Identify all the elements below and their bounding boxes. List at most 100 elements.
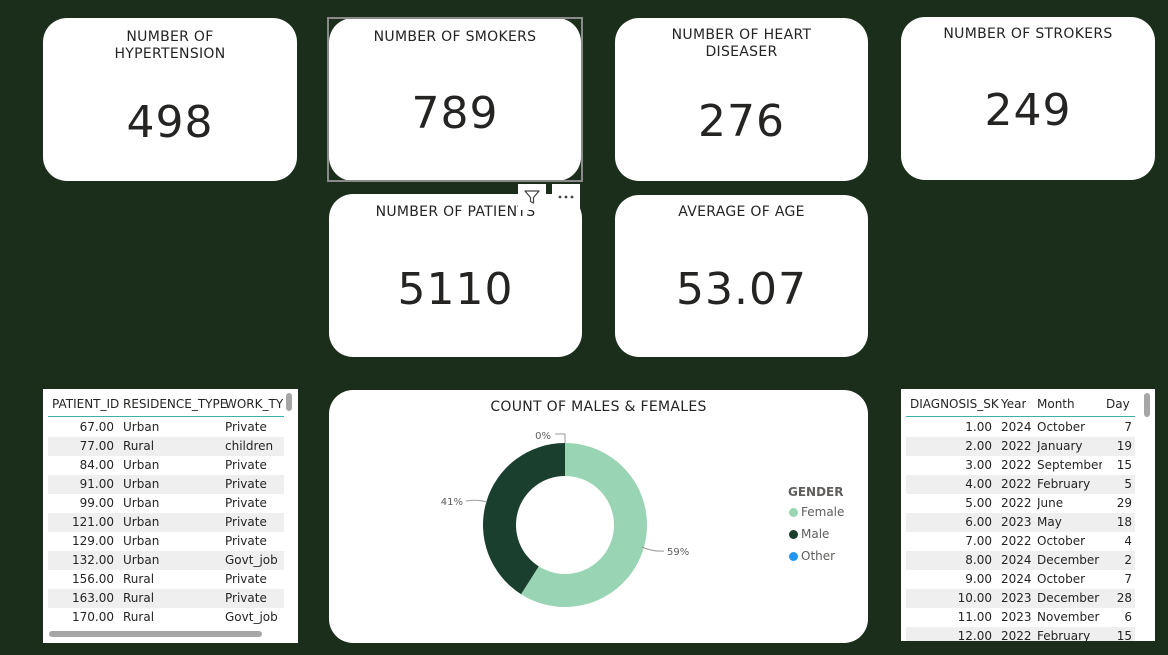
table-row[interactable]: 9.00 2024 October 7 xyxy=(906,570,1135,589)
table-cell: February xyxy=(1037,477,1091,491)
data-label: 41% xyxy=(441,497,463,508)
table-cell: Urban xyxy=(123,553,160,567)
kpi-title: AVERAGE OF AGE xyxy=(678,204,805,220)
vertical-scrollbar[interactable] xyxy=(286,393,292,411)
table-cell: Rural xyxy=(123,591,155,605)
table-cell: 6.00 xyxy=(965,515,992,529)
table-header: DIAGNOSIS_SK Year Month Day xyxy=(906,391,1135,417)
legend-item-other[interactable]: Other xyxy=(789,549,835,563)
table-row[interactable]: 84.00 Urban Private xyxy=(48,456,284,475)
more-options-icon[interactable] xyxy=(552,184,580,210)
table-row[interactable]: 77.00 Rural children xyxy=(48,437,284,456)
table-cell: 2022 xyxy=(1001,458,1031,472)
table-cell: December xyxy=(1037,591,1100,605)
table-row[interactable]: 4.00 2022 February 5 xyxy=(906,475,1135,494)
table-cell: 5.00 xyxy=(965,496,992,510)
table-cell: 156.00 xyxy=(72,572,114,586)
table-cell: Urban xyxy=(123,477,160,491)
table-row[interactable]: 12.00 2022 February 15 xyxy=(906,627,1135,641)
kpi-card-average-age[interactable]: AVERAGE OF AGE 53.07 xyxy=(615,195,868,357)
table-cell: October xyxy=(1037,572,1086,586)
table-cell: 6 xyxy=(1124,610,1132,624)
diagnosis-table[interactable]: DIAGNOSIS_SK Year Month Day 1.00 2024 Octo… xyxy=(901,389,1155,641)
table-cell: Private xyxy=(225,591,267,605)
kpi-title: NUMBER OF HEART DISEASER xyxy=(671,27,812,60)
kpi-card-strokers[interactable]: NUMBER OF STROKERS 249 xyxy=(901,17,1155,180)
legend-item-male[interactable]: Male xyxy=(789,527,829,541)
legend-swatch xyxy=(789,552,798,561)
table-cell: 9.00 xyxy=(965,572,992,586)
legend-title: GENDER xyxy=(788,485,844,499)
table-cell: Govt_job xyxy=(225,610,278,624)
leader-line xyxy=(555,433,566,443)
kpi-card-hypertension[interactable]: NUMBER OF HYPERTENSION 498 xyxy=(43,18,297,181)
donut-slice-female[interactable] xyxy=(521,443,647,607)
horizontal-scrollbar[interactable] xyxy=(49,631,262,637)
column-header[interactable]: PATIENT_ID xyxy=(52,397,120,411)
table-cell: Urban xyxy=(123,420,160,434)
table-cell: Urban xyxy=(123,458,160,472)
table-cell: 4 xyxy=(1124,534,1132,548)
table-cell: 132.00 xyxy=(72,553,114,567)
table-row[interactable]: 2.00 2022 January 19 xyxy=(906,437,1135,456)
table-row[interactable]: 6.00 2023 May 18 xyxy=(906,513,1135,532)
table-row[interactable]: 67.00 Urban Private xyxy=(48,418,284,437)
table-row[interactable]: 5.00 2022 June 29 xyxy=(906,494,1135,513)
table-cell: January xyxy=(1037,439,1083,453)
table-cell: 11.00 xyxy=(957,610,992,624)
column-header[interactable]: Year xyxy=(1001,397,1027,411)
table-cell: November xyxy=(1037,610,1100,624)
legend-item-female[interactable]: Female xyxy=(789,505,844,519)
donut-slice-male[interactable] xyxy=(483,443,565,595)
table-cell: 4.00 xyxy=(965,477,992,491)
column-header[interactable]: RESIDENCE_TYPE xyxy=(123,397,228,411)
table-cell: Private xyxy=(225,572,267,586)
column-header[interactable]: DIAGNOSIS_SK xyxy=(910,397,999,411)
table-cell: Rural xyxy=(123,572,155,586)
table-row[interactable]: 3.00 2022 September 15 xyxy=(906,456,1135,475)
table-cell: 2022 xyxy=(1001,439,1031,453)
kpi-value: 5110 xyxy=(397,264,514,315)
table-cell: February xyxy=(1037,629,1091,641)
table-row[interactable]: 11.00 2023 November 6 xyxy=(906,608,1135,627)
leader-line xyxy=(465,499,488,503)
table-row[interactable]: 163.00 Rural Private xyxy=(48,589,284,608)
gender-donut-chart-card[interactable]: COUNT OF MALES & FEMALES 59% 41% 0% GENDER… xyxy=(329,390,868,643)
leader-line xyxy=(641,546,665,552)
table-row[interactable]: 132.00 Urban Govt_job xyxy=(48,551,284,570)
table-row[interactable]: 1.00 2024 October 7 xyxy=(906,418,1135,437)
table-row[interactable]: 10.00 2023 December 28 xyxy=(906,589,1135,608)
kpi-card-smokers[interactable]: NUMBER OF SMOKERS 789 xyxy=(329,18,581,181)
column-header[interactable]: Day xyxy=(1106,397,1130,411)
kpi-card-heart-disease[interactable]: NUMBER OF HEART DISEASER 276 xyxy=(615,18,868,181)
table-cell: Urban xyxy=(123,496,160,510)
table-row[interactable]: 99.00 Urban Private xyxy=(48,494,284,513)
table-cell: 2022 xyxy=(1001,477,1031,491)
column-header[interactable]: WORK_TYP xyxy=(225,397,284,411)
table-cell: 15 xyxy=(1116,458,1132,472)
table-cell: 2023 xyxy=(1001,610,1031,624)
filter-icon[interactable] xyxy=(518,184,546,210)
table-cell: 77.00 xyxy=(79,439,114,453)
table-row[interactable]: 129.00 Urban Private xyxy=(48,532,284,551)
table-cell: December xyxy=(1037,553,1100,567)
table-cell: October xyxy=(1037,534,1086,548)
table-row[interactable]: 170.00 Rural Govt_job xyxy=(48,608,284,627)
table-row[interactable]: 121.00 Urban Private xyxy=(48,513,284,532)
table-cell: 28 xyxy=(1116,591,1132,605)
table-row[interactable]: 8.00 2024 December 2 xyxy=(906,551,1135,570)
vertical-scrollbar[interactable] xyxy=(1144,393,1150,417)
donut-chart: 59% 41% 0% xyxy=(441,431,689,607)
column-header[interactable]: Month xyxy=(1037,397,1075,411)
patients-table[interactable]: PATIENT_ID RESIDENCE_TYPE WORK_TYP 67.00… xyxy=(43,389,298,643)
table-row[interactable]: 91.00 Urban Private xyxy=(48,475,284,494)
legend-swatch xyxy=(789,530,798,539)
kpi-card-patients[interactable]: NUMBER OF PATIENTS 5110 xyxy=(329,194,582,357)
data-label: 0% xyxy=(535,431,551,442)
table-cell: 129.00 xyxy=(72,534,114,548)
table-row[interactable]: 7.00 2022 October 4 xyxy=(906,532,1135,551)
table-cell: 170.00 xyxy=(72,610,114,624)
table-cell: 84.00 xyxy=(79,458,114,472)
table-cell: 2.00 xyxy=(965,439,992,453)
table-row[interactable]: 156.00 Rural Private xyxy=(48,570,284,589)
